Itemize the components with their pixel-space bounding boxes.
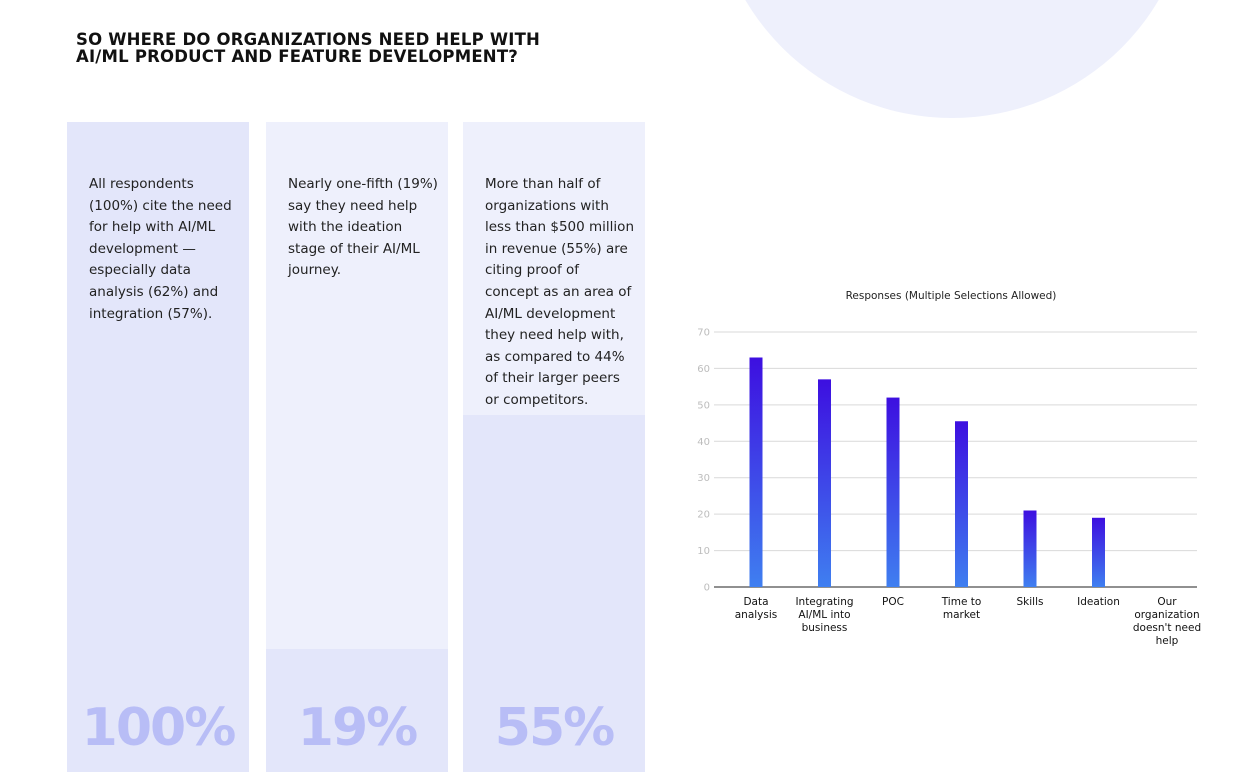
stat-value: 55% — [494, 698, 615, 758]
y-tick-label: 50 — [697, 400, 710, 411]
x-tick-label: POC — [882, 596, 904, 608]
bar — [1023, 510, 1037, 587]
stat-fill-bar — [266, 648, 448, 772]
stat-fill-bar — [67, 122, 249, 772]
stat-value: 19% — [297, 698, 418, 758]
y-tick-label: 10 — [697, 546, 710, 557]
y-tick-label: 30 — [697, 473, 710, 484]
y-tick-label: 0 — [704, 583, 710, 594]
bar — [749, 357, 763, 587]
x-tick-label: Our organization doesn't need help — [1133, 596, 1201, 647]
page-title: SO WHERE DO ORGANIZATIONS NEED HELP WITH… — [76, 30, 541, 66]
x-tick-label: Data analysis — [735, 596, 778, 621]
stat-description: More than half of organizations with les… — [485, 176, 635, 408]
chart-title: Responses (Multiple Selections Allowed) — [846, 290, 1057, 302]
x-tick-label: Integrating AI/ML into business — [795, 596, 853, 634]
bar — [955, 421, 968, 587]
x-tick-label: Time to market — [941, 596, 982, 621]
y-tick-label: 60 — [697, 364, 710, 375]
responses-bar-chart: Responses (Multiple Selections Allowed) 0… — [697, 290, 1201, 647]
stat-value: 100% — [81, 698, 237, 758]
stat-column-ideation: Nearly one-fifth (19%) say they need hel… — [266, 122, 448, 772]
bar — [1092, 517, 1105, 587]
stat-fill-bar — [463, 414, 645, 772]
stat-column-proof-of-concept: More than half of organizations with les… — [463, 122, 645, 772]
bar — [886, 397, 900, 587]
stat-description: Nearly one-fifth (19%) say they need hel… — [288, 176, 438, 279]
decorative-circle — [712, 0, 1192, 118]
y-tick-label: 40 — [697, 437, 710, 448]
y-tick-label: 70 — [697, 328, 710, 339]
x-tick-label: Ideation — [1077, 596, 1120, 608]
y-tick-label: 20 — [697, 510, 710, 521]
x-tick-label: Skills — [1017, 596, 1044, 608]
stat-column-all-respondents: All respondents (100%) cite the need for… — [67, 122, 249, 772]
bar — [818, 379, 831, 587]
stat-description: All respondents (100%) cite the need for… — [89, 176, 232, 322]
